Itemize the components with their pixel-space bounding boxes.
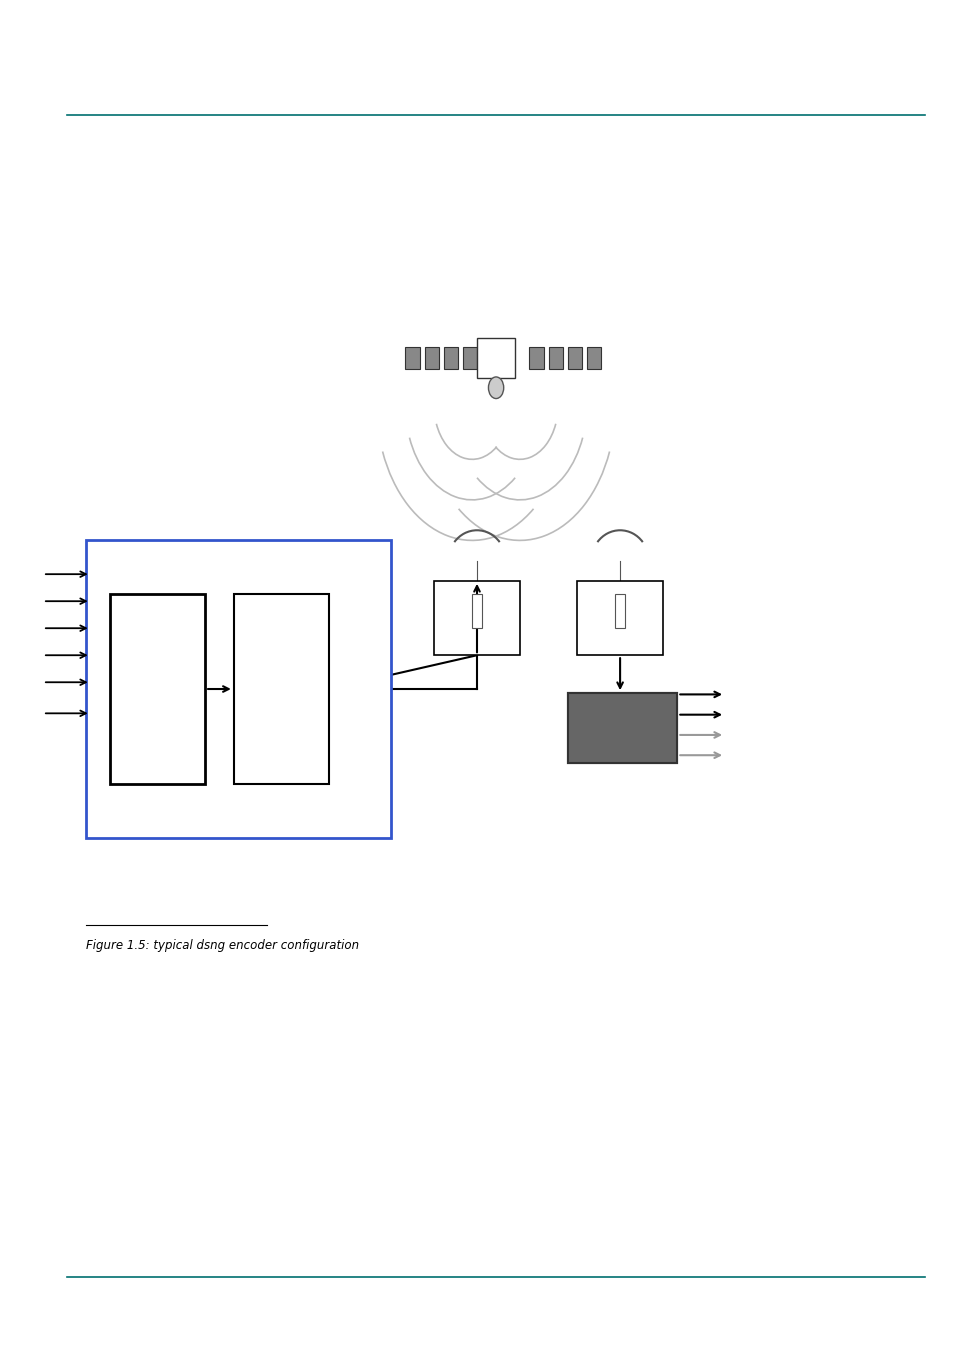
Bar [462,347,476,369]
Circle shape [488,377,503,399]
Bar [86,540,391,838]
Bar [567,693,677,763]
Bar [615,594,624,628]
Bar [567,693,677,763]
Bar [567,347,581,369]
Bar [529,347,543,369]
Bar [424,347,438,369]
Bar [405,347,419,369]
Text: Figure 1.5: typical dsng encoder configuration: Figure 1.5: typical dsng encoder configu… [86,939,358,952]
Bar [577,581,662,655]
Bar [586,347,600,369]
Bar [472,594,481,628]
Bar [434,581,519,655]
Bar [443,347,457,369]
Bar [233,594,329,784]
Bar [548,347,562,369]
Bar [476,338,515,378]
Bar [110,594,205,784]
